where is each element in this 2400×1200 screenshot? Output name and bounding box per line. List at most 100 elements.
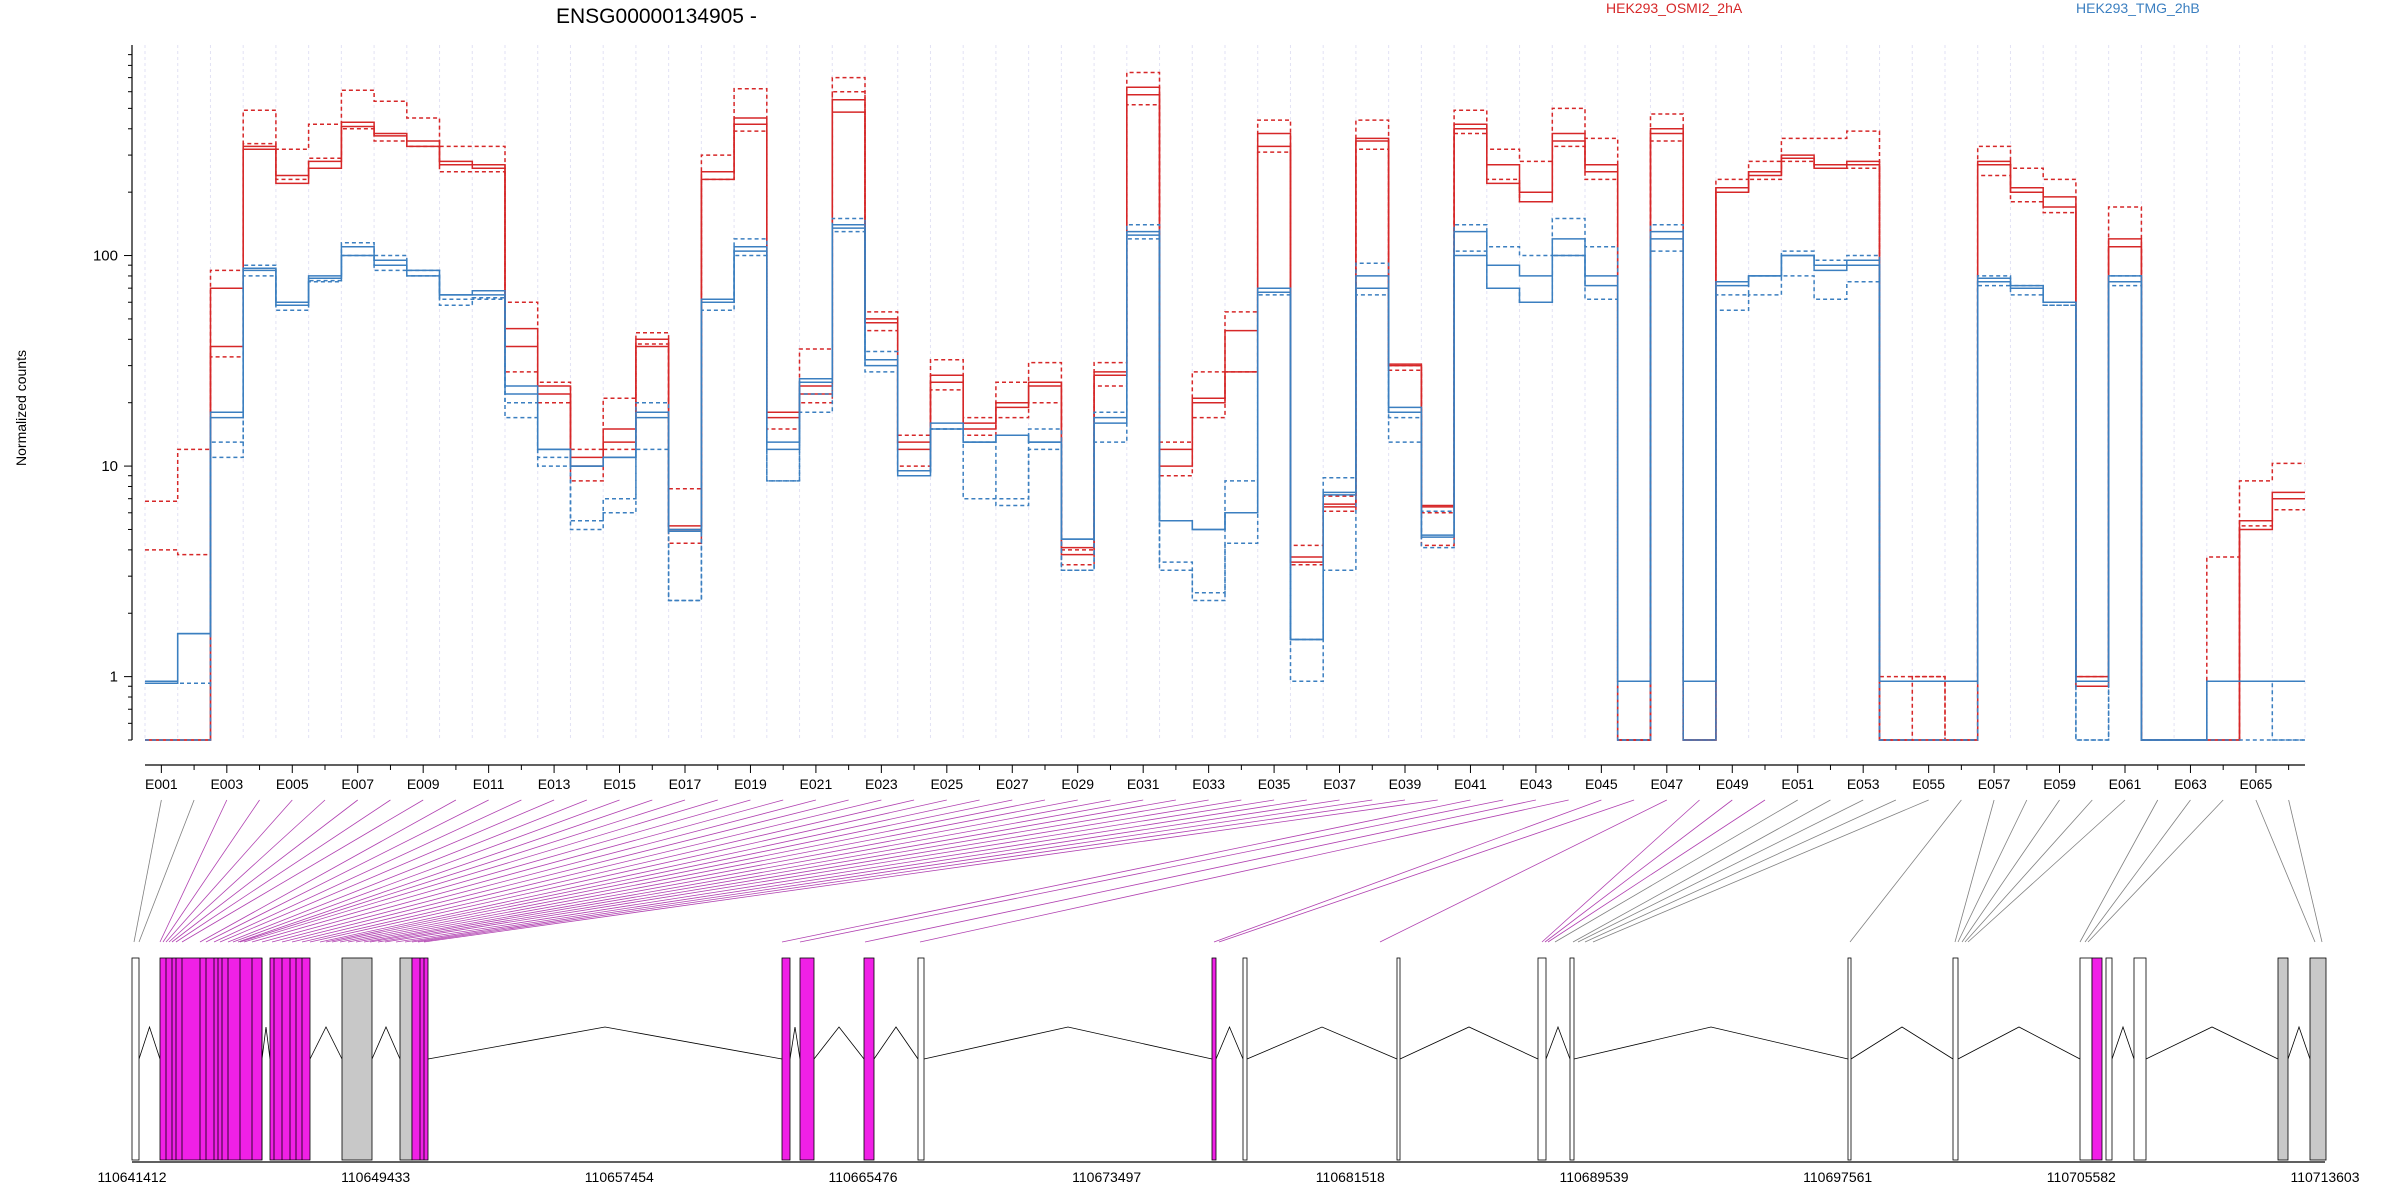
intron-connector (1957, 1026, 2081, 1060)
exon-link (864, 799, 1536, 943)
exon-block-significant (863, 957, 875, 1161)
x-tick-label: E039 (1389, 776, 1422, 792)
exon-block-other (1847, 957, 1852, 1161)
y-tick-label: 10 (101, 458, 118, 475)
exon-link (175, 799, 391, 943)
exon-block-retained (2277, 957, 2289, 1161)
exon-link (355, 799, 1144, 943)
coordinate-label: 110641412 (97, 1169, 166, 1185)
intron-connector (2111, 1025, 2135, 1060)
x-tick-label: E015 (603, 776, 636, 792)
exon-link (919, 799, 1569, 943)
exon-link (325, 799, 1013, 943)
exon-link (2288, 799, 2323, 943)
series-line-HEK293_OSMI2_2hA-3 (145, 90, 2305, 741)
coordinate-label: 110705582 (2047, 1169, 2116, 1185)
intron-connector (1573, 1026, 1849, 1060)
exon-link (395, 799, 1307, 943)
intron-connector (1246, 1026, 1398, 1060)
exon-link (1849, 799, 1962, 943)
x-tick-label: E001 (145, 776, 178, 792)
exon-link (363, 799, 1176, 943)
exon-link (261, 799, 784, 943)
exon-link (377, 799, 1242, 943)
x-tick-label: E053 (1847, 776, 1880, 792)
x-tick-label: E033 (1192, 776, 1225, 792)
x-tick-label: E013 (538, 776, 571, 792)
x-tick-label: E051 (1781, 776, 1814, 792)
exon-link (243, 799, 718, 943)
x-tick-label: E011 (473, 776, 505, 792)
exon-link (2255, 799, 2316, 943)
x-tick-label: E019 (734, 776, 767, 792)
x-tick-label: E005 (276, 776, 309, 792)
exon-link (1379, 799, 1667, 943)
intron-connector (1215, 1025, 1244, 1060)
x-tick-label: E003 (210, 776, 243, 792)
x-tick-label: E025 (930, 776, 963, 792)
exon-link (423, 799, 1438, 943)
intron-connector (261, 1026, 271, 1060)
exon-block-significant (2091, 957, 2103, 1161)
exon-link (1544, 799, 1733, 943)
exon-link (1541, 799, 1700, 943)
exon-link (205, 799, 489, 943)
exon-block-other (1396, 957, 1401, 1161)
exon-link (2087, 799, 2224, 943)
x-tick-label: E017 (669, 776, 702, 792)
coordinate-label: 110689539 (1559, 1169, 1628, 1185)
exon-link (301, 799, 915, 943)
x-tick-label: E029 (1061, 776, 1094, 792)
exon-link (781, 799, 1471, 943)
intron-connector (789, 1026, 801, 1060)
series-line-HEK293_TMG_2hB-3 (145, 217, 2305, 741)
exon-block-retained (341, 957, 373, 1161)
genomic-coordinate-axis: 110641412 110649433 110657454 110665476 1106… (97, 1161, 2360, 1185)
exon-link (1547, 799, 1766, 943)
coordinate-label: 110713603 (2290, 1169, 2359, 1185)
x-tick-label: E049 (1716, 776, 1749, 792)
intron-connector (813, 1026, 865, 1060)
y-tick-label: 1 (110, 669, 118, 686)
exon-link (417, 799, 1406, 943)
x-tick-label: E037 (1323, 776, 1356, 792)
x-tick-label: E035 (1258, 776, 1291, 792)
x-tick-label: E043 (1520, 776, 1553, 792)
y-axis: 1 10 100 (93, 45, 133, 741)
x-axis: E001 E003 E005 E007 E009 E011 E013 E015 E017 E019… (145, 764, 2305, 792)
intron-connector (427, 1026, 783, 1060)
x-tick-label: E065 (2240, 776, 2273, 792)
exon-genome-links (133, 799, 2323, 943)
exon-link (291, 799, 882, 943)
exon-link (1964, 799, 2093, 943)
intron-connector (2287, 1025, 2311, 1060)
exon-link (162, 799, 260, 943)
x-tick-label: E041 (1454, 776, 1487, 792)
exon-block-significant (781, 957, 791, 1161)
coordinate-label: 110673497 (1072, 1169, 1141, 1185)
intron-connector (2145, 1026, 2279, 1060)
exon-block-significant (1211, 957, 1217, 1161)
coordinate-label: 110649433 (341, 1169, 410, 1185)
exon-link (237, 799, 653, 943)
exon-link (309, 799, 947, 943)
legend-label-tmg: HEK293_TMG_2hB (2076, 0, 2200, 16)
exon-link (251, 799, 751, 943)
x-tick-label: E021 (800, 776, 833, 792)
intron-connector (1545, 1025, 1571, 1060)
exon-block-other (917, 957, 925, 1161)
exon-link (239, 799, 686, 943)
exon-block-retained (2309, 957, 2327, 1161)
exon-link (159, 799, 228, 943)
exon-link (1554, 799, 1798, 943)
intron-connector (1399, 1026, 1539, 1060)
x-tick-label: E055 (1912, 776, 1945, 792)
series-layer (145, 71, 2305, 741)
exon-link (369, 799, 1209, 943)
exon-link (1213, 799, 1602, 943)
x-tick-label: E007 (341, 776, 374, 792)
x-tick-label: E027 (996, 776, 1029, 792)
intron-connector (923, 1026, 1213, 1060)
exon-link (1577, 799, 1864, 943)
